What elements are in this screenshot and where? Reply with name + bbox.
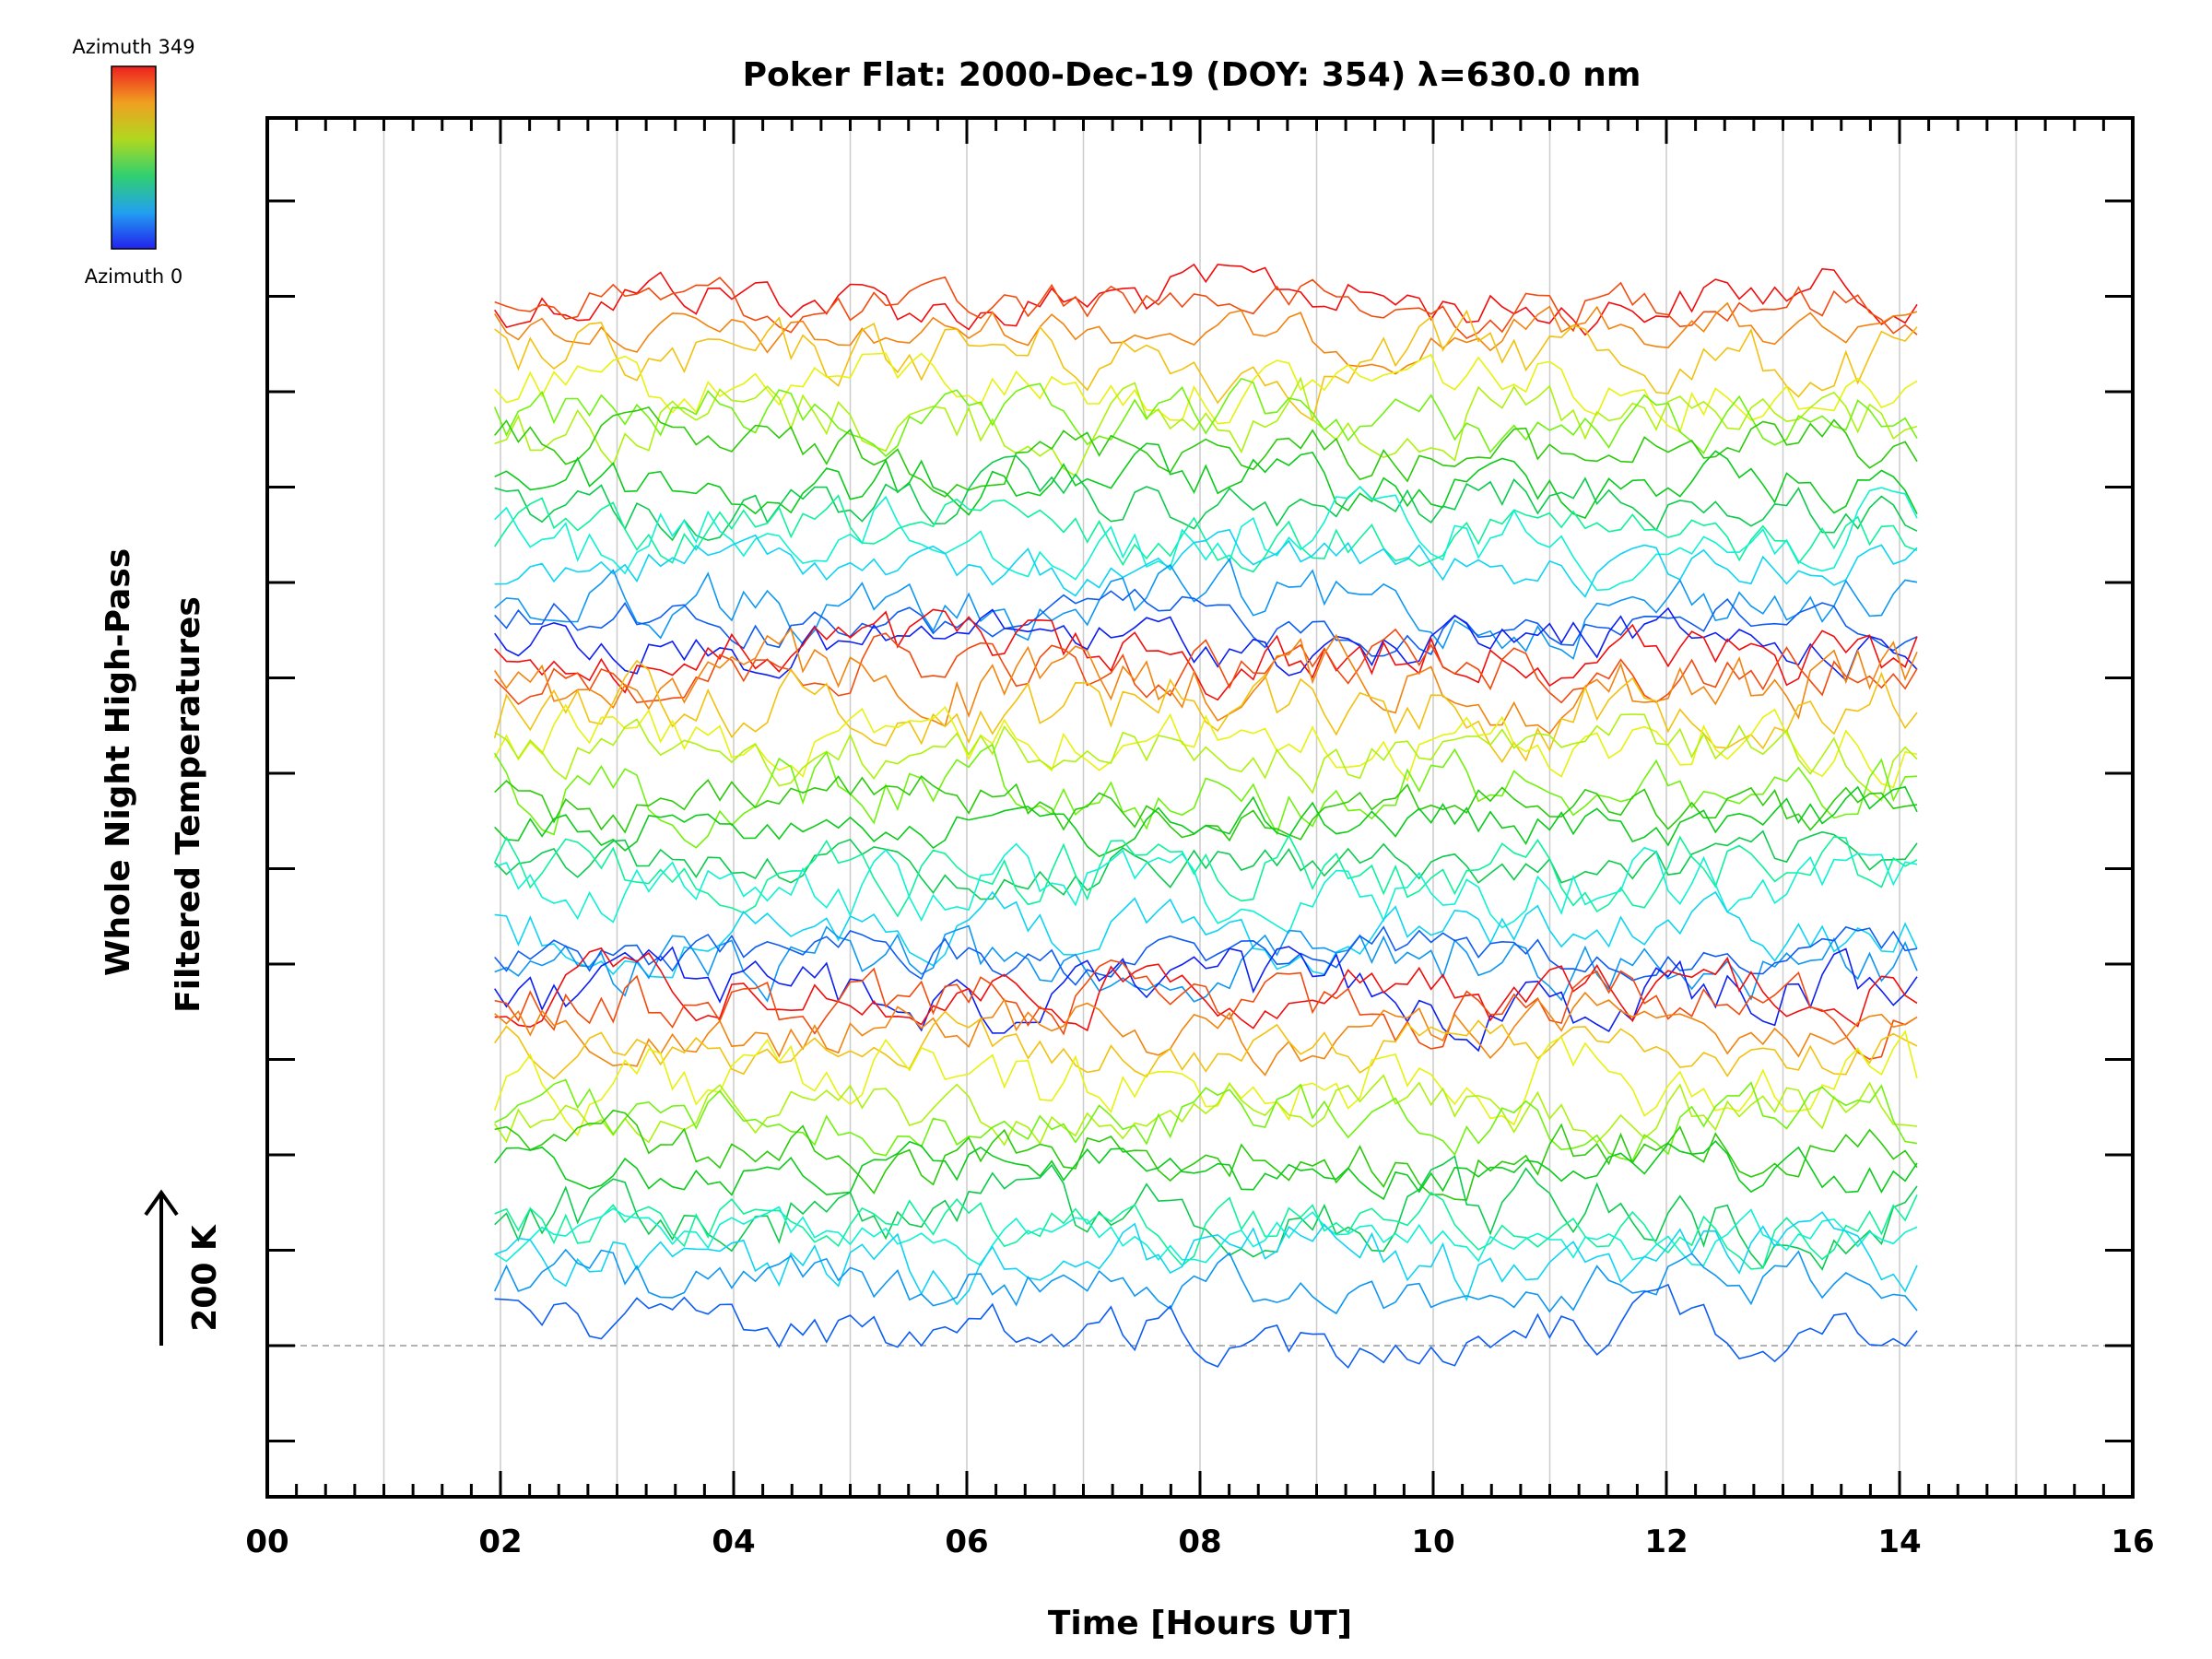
- series-line: [494, 309, 1918, 422]
- series-line: [493, 1248, 1918, 1315]
- series-line: [494, 1283, 1918, 1370]
- series-line: [494, 830, 1918, 900]
- x-tick-label: 16: [2111, 1524, 2154, 1560]
- series-line: [494, 925, 1918, 986]
- x-tick-label: 12: [1644, 1524, 1688, 1560]
- colorbar-top-label: Azimuth 349: [72, 36, 194, 58]
- scale-arrow-head: [144, 1189, 179, 1217]
- series-line: [494, 606, 1918, 682]
- series-line: [494, 743, 1918, 849]
- series-line: [494, 947, 1918, 1032]
- series-line: [493, 377, 1918, 457]
- x-tick-labels: 00 02 04 06 08 10 12 14 16: [245, 1524, 2154, 1560]
- x-tick-label: 06: [945, 1524, 988, 1560]
- vertical-grid: [382, 118, 2018, 1497]
- series-line: [494, 406, 1918, 498]
- series-line: [494, 959, 1918, 1061]
- series-line: [494, 1010, 1918, 1080]
- x-axis-label: Time [Hours UT]: [1048, 1605, 1352, 1642]
- series-line: [494, 301, 1918, 375]
- x-tick-label: 08: [1178, 1524, 1221, 1560]
- series-line: [494, 263, 1918, 336]
- series-line: [494, 454, 1918, 542]
- series-line: [494, 588, 1918, 657]
- axis-ticks: [267, 118, 2133, 1497]
- colorbar: Azimuth 349 Azimuth 0: [72, 36, 194, 288]
- scale-bar: 200 K: [144, 1189, 224, 1346]
- series-line: [494, 890, 1918, 979]
- x-tick-label: 00: [245, 1524, 288, 1560]
- series-line: [494, 1211, 1918, 1306]
- colorbar-gradient: [111, 65, 157, 250]
- series-line: [494, 608, 1918, 701]
- series-line: [494, 442, 1918, 519]
- series-line: [494, 628, 1918, 706]
- series-line: [494, 1140, 1918, 1201]
- x-tick-label: 02: [478, 1524, 522, 1560]
- series-line: [494, 1191, 1918, 1270]
- series-line: [494, 1155, 1918, 1271]
- series-line: [494, 1206, 1918, 1266]
- series-line: [494, 376, 1918, 477]
- series-line: [494, 775, 1918, 842]
- y-axis-label-line2: Filtered Temperatures: [170, 596, 207, 1013]
- series-line: [494, 991, 1918, 1077]
- series-line: [494, 276, 1918, 339]
- series-line: [494, 842, 1918, 935]
- series-line: [494, 627, 1918, 735]
- y-axis-label-line1: Whole Night High-Pass: [100, 548, 137, 976]
- series-line: [494, 1074, 1918, 1147]
- series-line: [494, 485, 1918, 592]
- scale-bar-label: 200 K: [186, 1224, 224, 1332]
- series-line: [494, 785, 1918, 858]
- chart-title: Poker Flat: 2000-Dec-19 (DOY: 354) λ=630…: [743, 56, 1641, 94]
- series-line: [494, 1109, 1918, 1201]
- series-line: [493, 833, 1918, 918]
- series-line: [493, 659, 1918, 764]
- series-line: [493, 1030, 1918, 1137]
- series-group: [493, 263, 1918, 1370]
- series-line: [494, 1078, 1918, 1162]
- series-line: [494, 713, 1918, 802]
- series-line: [493, 703, 1918, 789]
- series-line: [494, 557, 1918, 660]
- series-line: [494, 946, 1918, 1053]
- series-line: [494, 924, 1918, 1003]
- x-tick-label: 14: [1877, 1524, 1921, 1560]
- x-tick-label: 10: [1411, 1524, 1454, 1560]
- colorbar-bottom-label: Azimuth 0: [85, 265, 183, 288]
- x-tick-label: 04: [712, 1524, 755, 1560]
